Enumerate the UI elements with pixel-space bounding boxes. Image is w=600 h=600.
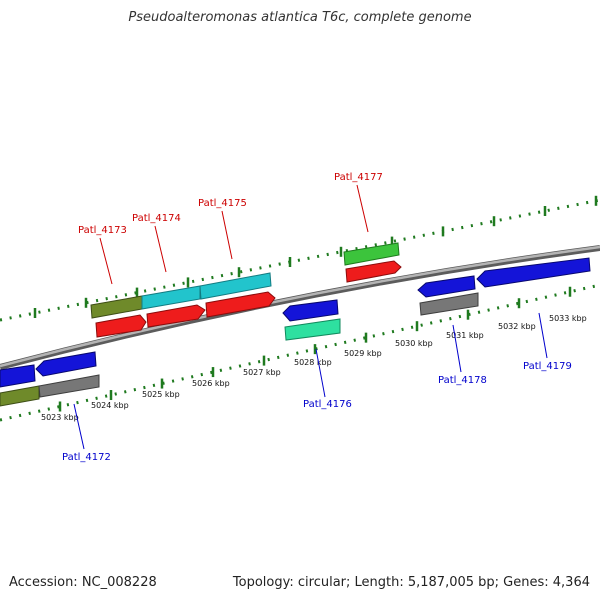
scale-label: 5032 kbp	[498, 322, 536, 331]
gene-labels: Patl_4173 Patl_4174 Patl_4175 Patl_4177 …	[62, 172, 572, 463]
gene-label-forward[interactable]: Patl_4173	[78, 225, 127, 236]
scale-labels: 5023 kbp 5024 kbp 5025 kbp 5026 kbp 5027…	[41, 314, 587, 422]
gene-label-forward[interactable]: Patl_4175	[198, 198, 247, 209]
leader-line	[154, 225, 167, 273]
gene-block-olive-2[interactable]	[0, 385, 40, 407]
cds-arrow-blue-0[interactable]	[0, 364, 36, 388]
gene-block-olive[interactable]	[90, 295, 143, 319]
reverse-tick-track	[0, 283, 600, 422]
gene-block-gray-2[interactable]	[419, 292, 479, 316]
gene-label-forward[interactable]: Patl_4174	[132, 213, 181, 224]
scale-label: 5024 kbp	[91, 401, 129, 410]
gene-block-green[interactable]	[343, 242, 400, 266]
scale-label: 5030 kbp	[395, 339, 433, 348]
scale-label: 5027 kbp	[243, 368, 281, 377]
genome-summary-text: Topology: circular; Length: 5,187,005 bp…	[232, 575, 590, 590]
page-title: Pseudoalteromonas atlantica T6c, complet…	[128, 10, 472, 25]
gene-label-reverse[interactable]: Patl_4178	[438, 375, 487, 386]
leader-line	[315, 348, 326, 398]
forward-minor-ticks	[0, 198, 600, 322]
reverse-features	[0, 257, 591, 407]
gene-label-reverse[interactable]: Patl_4176	[303, 399, 352, 410]
gene-block-mint[interactable]	[284, 318, 341, 341]
cds-arrow-red-3[interactable]	[205, 291, 276, 318]
cds-arrow-blue-1[interactable]	[35, 351, 97, 377]
gene-label-reverse[interactable]: Patl_4179	[523, 361, 572, 372]
cds-arrow-red-4[interactable]	[345, 260, 402, 283]
gene-block-cyan-2[interactable]	[199, 272, 272, 300]
leader-line	[356, 184, 369, 233]
cds-arrow-blue-3[interactable]	[417, 275, 476, 298]
leader-line	[73, 403, 85, 450]
scale-label: 5029 kbp	[344, 349, 382, 358]
cds-arrow-blue-4[interactable]	[476, 257, 591, 288]
cds-arrow-blue-2[interactable]	[282, 299, 339, 322]
cds-arrow-red-2[interactable]	[146, 304, 206, 328]
backbone-highlight	[0, 245, 600, 368]
gene-block-cyan-1[interactable]	[141, 285, 201, 310]
scale-label: 5023 kbp	[41, 413, 79, 422]
leader-line	[538, 312, 548, 359]
leader-line	[99, 237, 113, 285]
scale-label: 5028 kbp	[294, 358, 332, 367]
gene-label-reverse[interactable]: Patl_4172	[62, 452, 111, 463]
reverse-major-ticks	[58, 286, 572, 412]
gene-block-gray-1[interactable]	[38, 374, 100, 398]
scale-label: 5033 kbp	[549, 314, 587, 323]
scale-label: 5026 kbp	[192, 379, 230, 388]
backbone	[0, 245, 600, 370]
leader-line	[221, 210, 233, 260]
forward-tick-track	[0, 195, 600, 322]
forward-major-ticks	[33, 195, 598, 318]
accession-text: Accession: NC_008228	[9, 575, 157, 590]
scale-label: 5031 kbp	[446, 331, 484, 340]
scale-label: 5025 kbp	[142, 390, 180, 399]
leader-line	[452, 324, 462, 373]
gene-label-forward[interactable]: Patl_4177	[334, 172, 383, 183]
cds-arrow-red-1[interactable]	[95, 314, 147, 338]
forward-features	[90, 242, 402, 338]
